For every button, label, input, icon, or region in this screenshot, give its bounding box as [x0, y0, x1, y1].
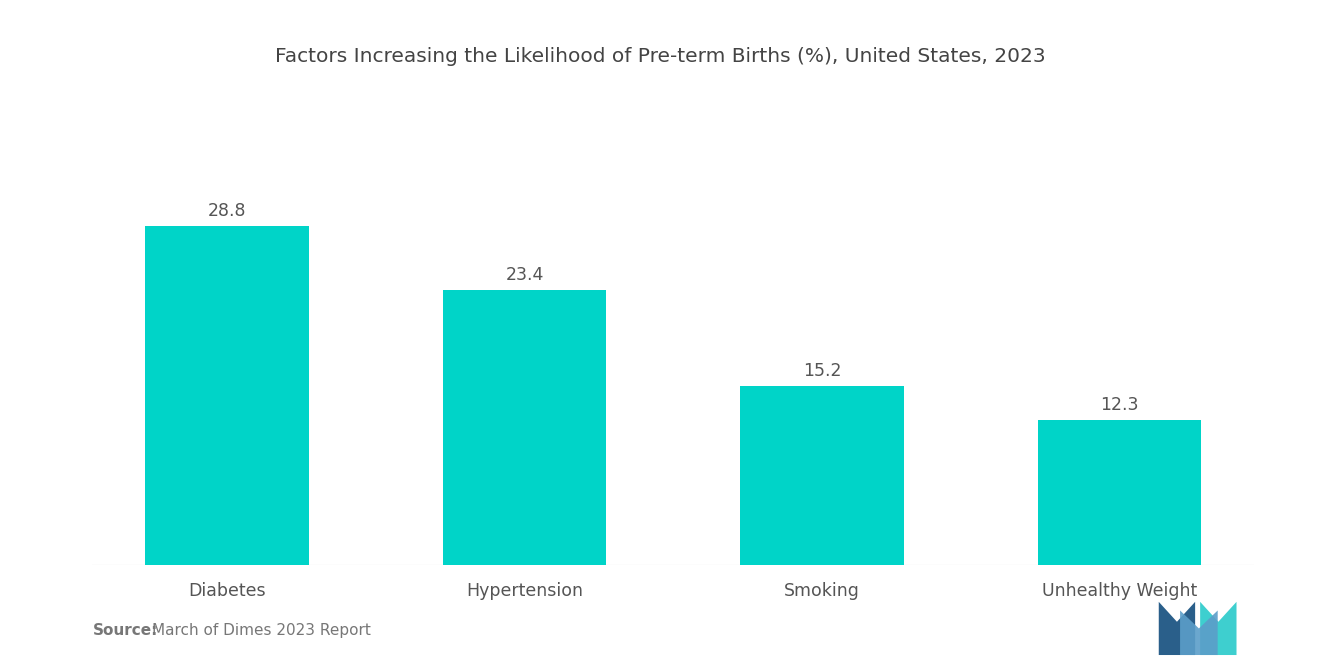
Text: Factors Increasing the Likelihood of Pre-term Births (%), United States, 2023: Factors Increasing the Likelihood of Pre…: [275, 47, 1045, 66]
Text: 28.8: 28.8: [207, 202, 247, 220]
Text: 12.3: 12.3: [1100, 396, 1139, 414]
Text: 23.4: 23.4: [506, 266, 544, 284]
Bar: [1038, 420, 1201, 565]
Polygon shape: [1180, 610, 1217, 655]
Bar: [741, 386, 904, 565]
Polygon shape: [1200, 602, 1237, 655]
Text: Source:: Source:: [92, 623, 158, 638]
Bar: [145, 226, 309, 565]
Text: March of Dimes 2023 Report: March of Dimes 2023 Report: [152, 623, 371, 638]
Text: 15.2: 15.2: [803, 362, 841, 380]
Bar: [442, 289, 606, 565]
Polygon shape: [1159, 602, 1195, 655]
